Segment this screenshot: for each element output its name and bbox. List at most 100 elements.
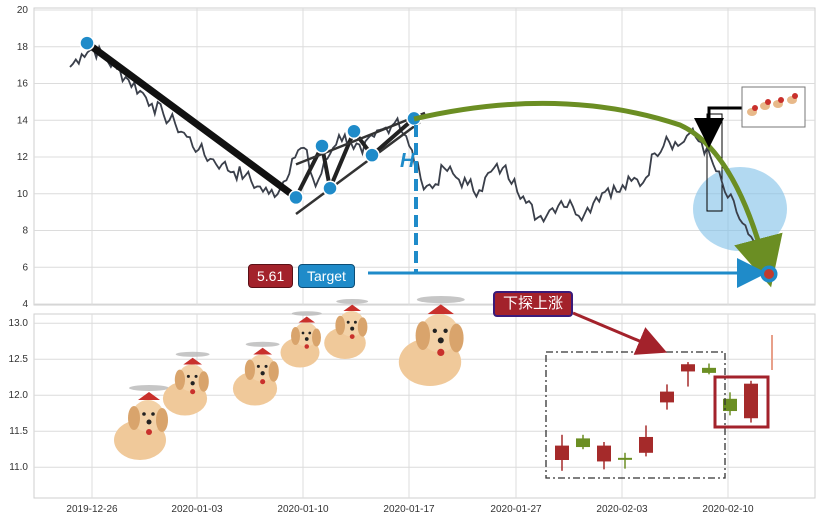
pattern-group bbox=[79, 35, 426, 215]
dog-collar bbox=[146, 429, 152, 435]
dog-eye bbox=[308, 331, 312, 335]
breakout-box bbox=[713, 375, 770, 429]
bottom-y-tick: 11.0 bbox=[9, 462, 28, 473]
dog-eye bbox=[301, 331, 305, 335]
dog-ear bbox=[357, 317, 368, 337]
thumb-dog-hat bbox=[792, 93, 798, 99]
top-y-tick: 12 bbox=[17, 152, 29, 163]
dog-eye bbox=[353, 320, 357, 324]
dog-head bbox=[420, 314, 459, 353]
candlestick-group bbox=[555, 362, 758, 471]
dog-propeller-hat bbox=[343, 304, 361, 311]
thumb-dog-hat bbox=[778, 97, 784, 103]
top-gridlines bbox=[34, 8, 815, 305]
x-tick-label: 2020-01-27 bbox=[490, 504, 542, 515]
top-y-tick: 6 bbox=[22, 262, 28, 273]
dog-eye bbox=[432, 328, 437, 333]
lower-channel-line bbox=[295, 121, 421, 215]
dog-eye bbox=[443, 328, 448, 333]
dog-propeller bbox=[336, 299, 369, 304]
dog-head bbox=[338, 311, 365, 337]
annotation-arrow bbox=[572, 311, 668, 355]
dog-head bbox=[294, 322, 318, 347]
dog-eye bbox=[346, 320, 350, 324]
dog-sticker bbox=[162, 351, 210, 416]
dog-head bbox=[132, 400, 164, 432]
top-y-tick: 4 bbox=[22, 299, 28, 310]
pattern-point bbox=[364, 147, 380, 163]
dog-ear bbox=[268, 361, 279, 382]
pattern-point bbox=[322, 180, 338, 196]
highlight-circle bbox=[693, 167, 787, 251]
dog-head bbox=[248, 354, 276, 382]
dog-nose bbox=[304, 337, 309, 341]
consolidation-box bbox=[545, 351, 726, 479]
dog-ear bbox=[449, 323, 464, 353]
decorative-dogs bbox=[114, 296, 465, 460]
x-tick-label: 2020-01-17 bbox=[383, 504, 435, 515]
thumbnail-frame bbox=[741, 86, 806, 128]
pattern-point bbox=[79, 35, 95, 51]
dog-collar bbox=[304, 344, 309, 349]
candle-body bbox=[660, 391, 674, 403]
dog-collar bbox=[437, 348, 445, 356]
dog-ear bbox=[291, 327, 300, 345]
dog-collar bbox=[260, 379, 266, 385]
x-tick-label: 2020-01-03 bbox=[171, 504, 223, 515]
dog-ear bbox=[415, 321, 430, 350]
dog-nose bbox=[146, 419, 152, 425]
candle-body bbox=[681, 364, 695, 372]
dog-sticker bbox=[398, 296, 465, 386]
dog-eye bbox=[264, 364, 268, 368]
candle-body bbox=[576, 438, 590, 448]
candle-body bbox=[723, 398, 737, 412]
bottom-y-tick: 12.0 bbox=[9, 390, 29, 401]
dog-collar bbox=[190, 389, 196, 395]
zoom-arrow bbox=[694, 106, 742, 148]
dog-eye bbox=[151, 412, 155, 416]
bottom-y-tick: 12.5 bbox=[9, 354, 29, 365]
top-y-tick: 16 bbox=[17, 79, 29, 90]
pattern-annotation-badge: 下探上涨 bbox=[493, 291, 574, 317]
top-y-tick: 8 bbox=[22, 226, 28, 237]
dog-ear bbox=[156, 408, 168, 432]
x-tick-label: 2020-01-10 bbox=[277, 504, 329, 515]
bottom-y-tick: 13.0 bbox=[9, 318, 29, 329]
dog-eye bbox=[142, 412, 146, 416]
thumbnail-dogs bbox=[747, 93, 798, 116]
dog-collar bbox=[349, 334, 355, 339]
candle-body bbox=[702, 367, 716, 373]
top-y-tick: 10 bbox=[17, 189, 29, 200]
thumb-dog-hat bbox=[752, 105, 758, 111]
dog-ear bbox=[174, 369, 185, 390]
top-y-tick: 14 bbox=[17, 115, 29, 126]
dog-propeller-hat bbox=[253, 347, 272, 355]
dog-propeller-hat bbox=[183, 357, 202, 365]
dog-ear bbox=[335, 315, 345, 335]
x-tick-label: 2020-02-10 bbox=[702, 504, 754, 515]
candle-body bbox=[639, 436, 653, 453]
dog-ear bbox=[244, 359, 255, 380]
pattern-point bbox=[314, 138, 330, 154]
dog-sticker bbox=[280, 311, 322, 368]
dog-propeller-hat bbox=[427, 304, 454, 314]
dog-ear bbox=[128, 406, 140, 430]
top-y-tick: 20 bbox=[17, 5, 29, 16]
dog-sticker bbox=[324, 299, 369, 359]
dog-propeller bbox=[175, 351, 210, 357]
dog-sticker bbox=[232, 341, 280, 406]
pattern-point bbox=[346, 123, 362, 140]
dog-ear bbox=[312, 328, 321, 347]
dog-nose bbox=[437, 337, 444, 344]
x-tick-label: 2019-12-26 bbox=[66, 504, 118, 515]
downtrend-line bbox=[83, 39, 300, 201]
candle-body bbox=[744, 383, 758, 419]
dog-eye bbox=[256, 364, 260, 368]
dog-ear bbox=[198, 371, 209, 392]
dog-propeller bbox=[245, 341, 280, 347]
top-y-tick: 18 bbox=[17, 42, 29, 53]
dog-propeller-hat bbox=[138, 392, 160, 400]
dog-nose bbox=[350, 326, 355, 331]
projection-arc bbox=[413, 100, 783, 288]
